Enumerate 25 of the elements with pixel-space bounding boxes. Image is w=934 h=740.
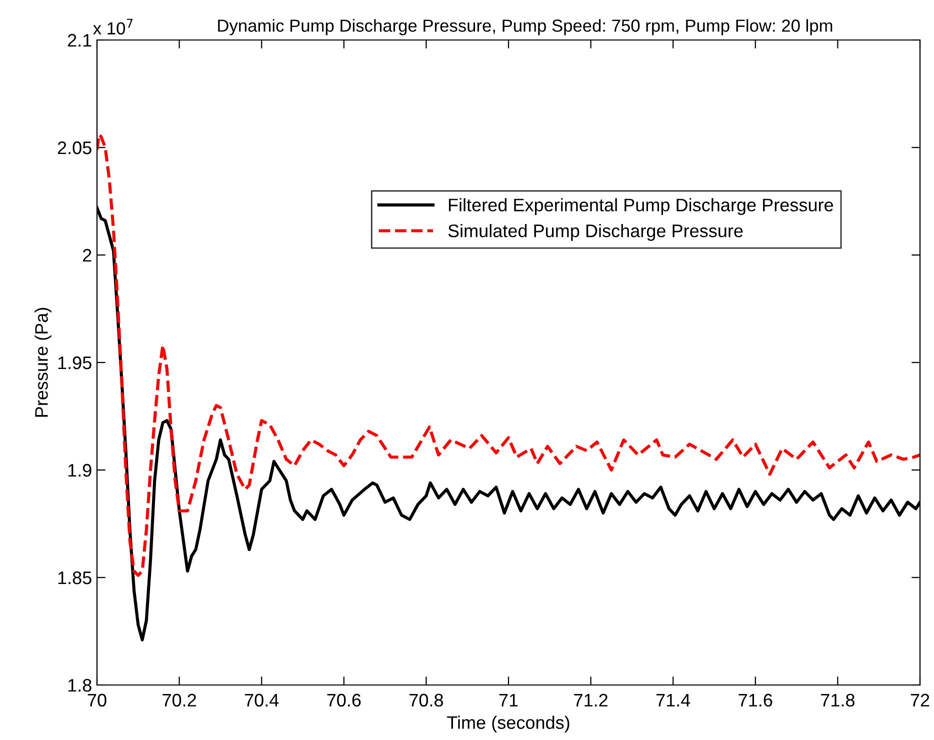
legend-label: Simulated Pump Discharge Pressure [448,224,743,241]
y-tick-label: 2.1 [68,34,92,47]
x-tick-label: 71 [499,694,518,706]
x-tick-label: 71.2 [574,694,608,706]
y-tick-label: 1.9 [68,464,92,477]
x-axis-title: Time (seconds) [447,716,570,733]
y-tick-label: 1.95 [58,356,92,370]
x-tick-label: 70.8 [410,694,443,707]
x-tick-label: 71.4 [656,694,690,706]
x-tick-label: 70.2 [162,694,196,707]
x-tick-label: 71.8 [821,694,854,707]
text: x 10$^{7}$ [93,18,133,35]
x-tick-label: 71.6 [738,694,772,707]
y-tick-label: 1.8 [68,678,92,692]
y-tick-label: 2.05 [58,141,92,154]
y-tick-label: 2 [83,248,92,262]
x-tick-label: 70 [88,694,106,707]
chart-title: Dynamic Pump Discharge Pressure, Pump Speed: 750 rpm, Pump Flow: 20 lpm [218,19,832,36]
legend-label: Filtered Experimental Pump Discharge Pressure [448,198,834,215]
y-tick-label: 1.85 [58,571,92,584]
x-tick-label: 70.4 [244,694,279,707]
x-tick-label: 72 [910,694,930,706]
x-tick-label: 70.6 [327,694,361,707]
y-axis-title: Pressure (Pa) [34,308,52,417]
line-series [97,133,920,577]
